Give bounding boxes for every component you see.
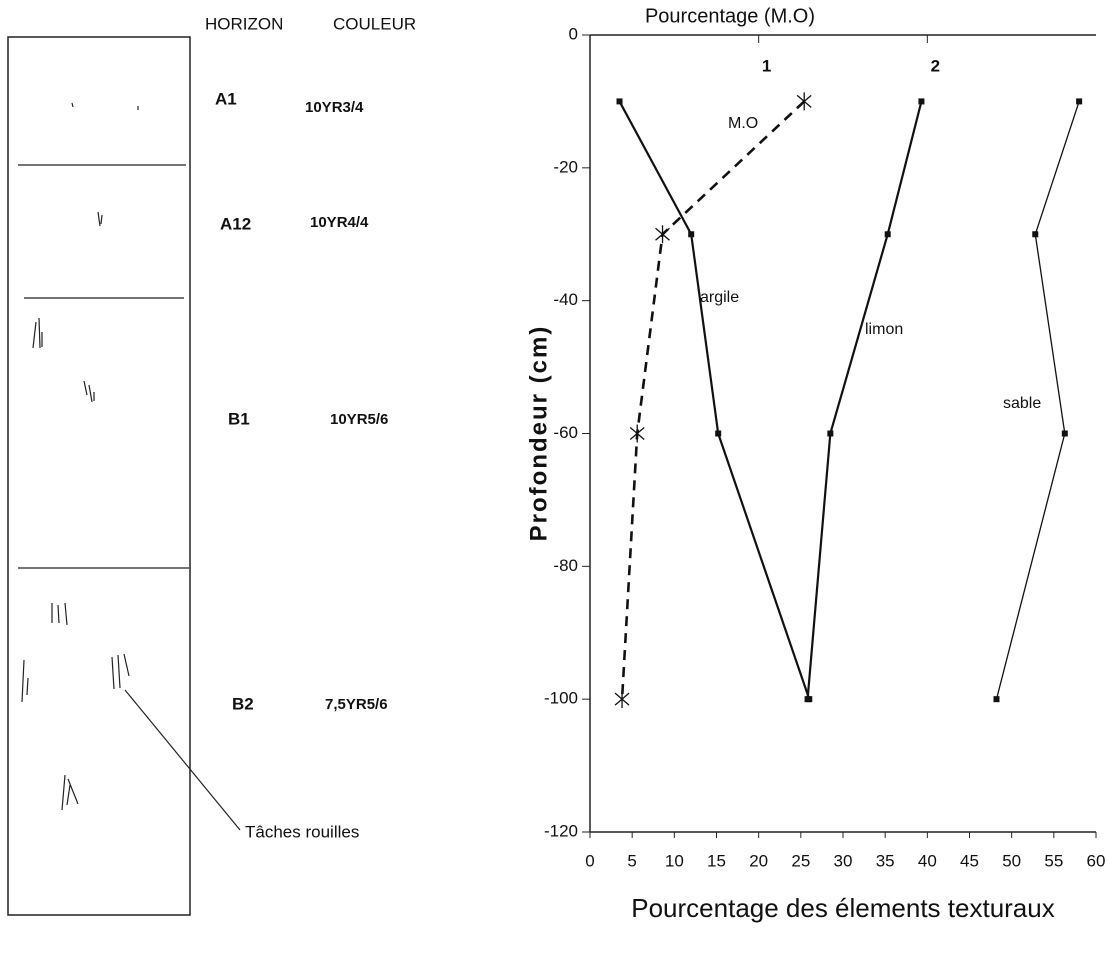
marker bbox=[1076, 98, 1083, 105]
x-tick-label: 35 bbox=[876, 851, 895, 870]
series-line bbox=[806, 101, 923, 700]
marker bbox=[1032, 231, 1039, 238]
horizon-name: B1 bbox=[228, 409, 250, 428]
x-tick-label: 25 bbox=[791, 851, 810, 870]
series-label: limon bbox=[865, 321, 903, 338]
marker bbox=[827, 430, 834, 437]
y-tick-label: -120 bbox=[544, 821, 578, 840]
header: HORIZON bbox=[205, 14, 283, 33]
marker bbox=[616, 98, 623, 105]
horizon-color: 7,5YR5/6 bbox=[325, 696, 388, 713]
x2-tick-label: 1 bbox=[762, 56, 771, 75]
marker bbox=[688, 231, 695, 238]
x-tick-label: 60 bbox=[1087, 851, 1106, 870]
profile-box bbox=[7, 36, 191, 916]
x-tick-label: 5 bbox=[627, 851, 636, 870]
marker bbox=[1061, 430, 1068, 437]
y-axis-title: Profondeur (cm) bbox=[525, 325, 552, 542]
horizon-name: A1 bbox=[215, 89, 237, 108]
y-tick-label: -40 bbox=[553, 290, 578, 309]
x-tick-label: 10 bbox=[665, 851, 684, 870]
x2-axis-title: Pourcentage (M.O) bbox=[645, 5, 815, 27]
marker bbox=[884, 231, 891, 238]
x-tick-label: 30 bbox=[834, 851, 853, 870]
marker bbox=[918, 98, 925, 105]
header: COULEUR bbox=[333, 14, 416, 33]
x-tick-label: 40 bbox=[918, 851, 937, 870]
x-tick-label: 50 bbox=[1002, 851, 1021, 870]
x-tick-label: 45 bbox=[960, 851, 979, 870]
annotation: Tâches rouilles bbox=[245, 822, 359, 841]
y-tick-label: -20 bbox=[553, 157, 578, 176]
series-label: M.O bbox=[728, 115, 758, 132]
y-tick-label: -100 bbox=[544, 689, 578, 708]
horizon-color: 10YR4/4 bbox=[310, 214, 369, 231]
horizon-name: B2 bbox=[232, 694, 254, 713]
series-line bbox=[620, 100, 806, 700]
x-tick-label: 20 bbox=[749, 851, 768, 870]
series-line bbox=[618, 100, 811, 700]
marker bbox=[715, 430, 722, 437]
marker bbox=[655, 225, 670, 244]
profile: HORIZON COULEUR Tâches rouilles A1 10YR3/… bbox=[7, 14, 416, 916]
chart: 0 -20 -40 -60 -80 -100 -120 0 5 10 15 20 25 30 35 40 45 5… bbox=[525, 5, 1105, 923]
marker bbox=[993, 696, 1000, 703]
x-tick-label: 15 bbox=[707, 851, 726, 870]
series-line bbox=[995, 101, 1080, 700]
y-tick-label: -60 bbox=[553, 423, 578, 442]
y-tick-label: -80 bbox=[553, 556, 578, 575]
rust-marks bbox=[21, 102, 139, 811]
marker bbox=[804, 696, 811, 703]
x-tick-label: 55 bbox=[1044, 851, 1063, 870]
series-label: argile bbox=[700, 289, 739, 306]
horizon-color: 10YR5/6 bbox=[330, 411, 388, 428]
horizon-color: 10YR3/4 bbox=[305, 99, 364, 116]
marker bbox=[796, 92, 812, 111]
marker bbox=[614, 690, 630, 709]
marker bbox=[629, 424, 645, 443]
x2-tick-label: 2 bbox=[931, 56, 940, 75]
x-tick-label: 0 bbox=[585, 851, 594, 870]
horizon-name: A12 bbox=[220, 214, 251, 233]
annotation-leader bbox=[124, 689, 241, 831]
series-label: sable bbox=[1003, 395, 1041, 412]
y-tick-label: 0 bbox=[569, 24, 578, 43]
x-axis-title: Pourcentage des élements texturaux bbox=[631, 893, 1054, 923]
